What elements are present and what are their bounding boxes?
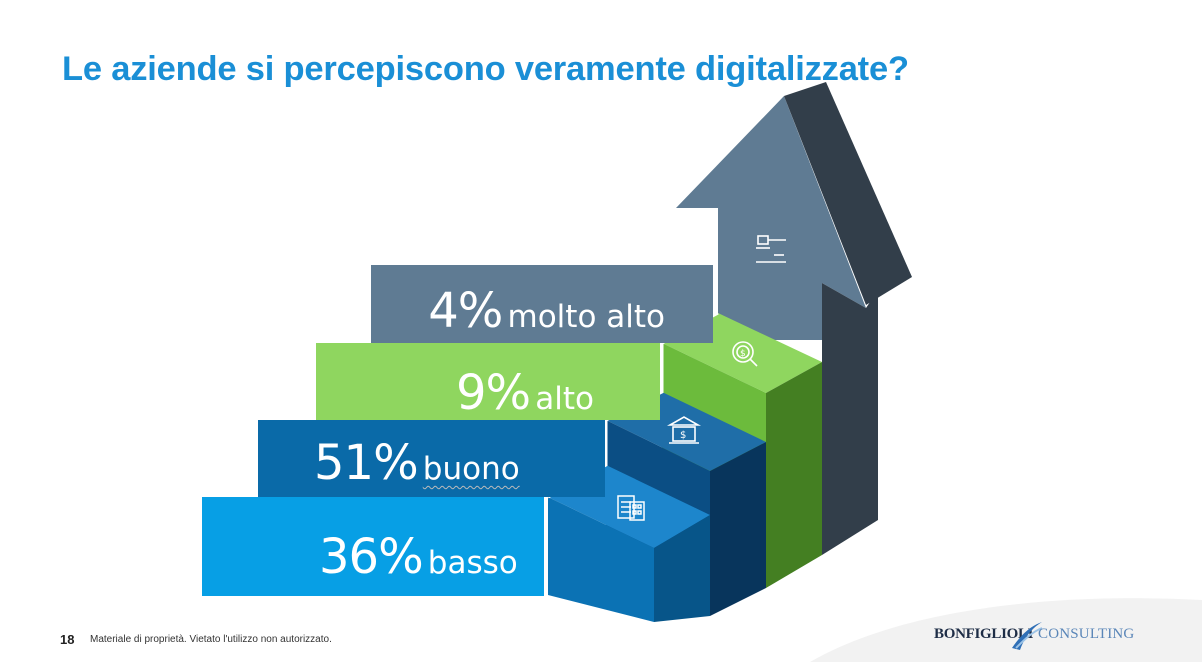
level-label: basso	[427, 545, 518, 581]
arrow-front	[676, 96, 866, 340]
level-percent: 36%	[319, 529, 424, 585]
svg-text:$: $	[680, 430, 686, 441]
slide-title: Le aziende si percepiscono veramente dig…	[62, 50, 909, 88]
arrow-side	[784, 82, 912, 305]
light-blue-step-side	[654, 515, 710, 622]
level-label: molto alto	[507, 299, 665, 335]
level-percent: 51%	[314, 435, 419, 491]
arrow-shaft-side	[822, 283, 878, 555]
logo-brand: BONFIGLIOLI	[934, 626, 1034, 642]
svg-text:$: $	[740, 349, 746, 359]
level-bar-molto-alto: 4% molto alto	[371, 265, 713, 343]
logo-sub: CONSULTING	[1038, 626, 1135, 642]
level-bar-basso: 36% basso	[202, 497, 544, 596]
level-bar-buono: 51% buono	[258, 420, 605, 497]
light-blue-step-front	[548, 497, 654, 622]
blue-step-side	[710, 442, 766, 616]
page-number: 18	[60, 632, 75, 647]
gavel-icon	[756, 235, 786, 263]
bank-icon: $	[666, 416, 702, 444]
bonfiglioli-logo: BONFIGLIOLI CONSULTING	[934, 618, 1164, 658]
level-label: buono	[422, 451, 520, 487]
green-step-side	[766, 362, 822, 588]
dollar-search-icon: $	[732, 341, 758, 367]
level-bar-alto: 9% alto	[316, 343, 660, 421]
checklist-calculator-icon	[617, 495, 645, 521]
level-percent: 4%	[428, 283, 503, 339]
logo-swoosh-icon	[1012, 622, 1043, 650]
level-label: alto	[535, 381, 594, 417]
level-percent: 9%	[456, 365, 531, 421]
footer-note: Materiale di proprietà. Vietato l'utiliz…	[90, 634, 332, 645]
